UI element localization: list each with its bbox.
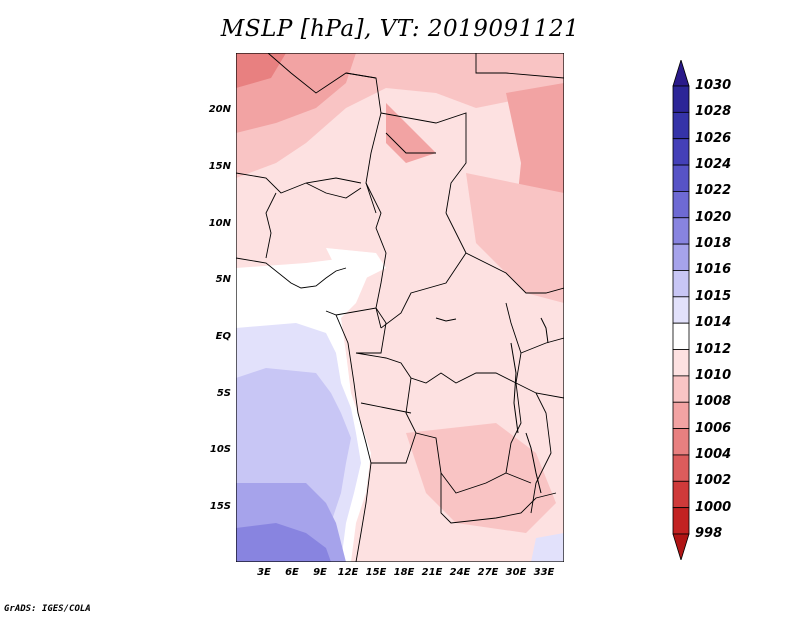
colorbar-segment <box>672 60 690 87</box>
country-borders <box>236 53 564 562</box>
lon-label-12e: 12E <box>337 567 359 578</box>
colorbar-label: 1004 <box>695 446 732 462</box>
lon-label-33e: 33E <box>533 567 555 578</box>
lat-label-5s: 5S <box>216 388 231 399</box>
colorbar-label: 998 <box>695 526 723 541</box>
field-band-1004-nw <box>236 53 286 88</box>
colorbar-segment <box>672 480 690 509</box>
lat-label-15n: 15N <box>208 161 231 172</box>
colorbar-segment <box>672 401 690 429</box>
lon-label-18e: 18E <box>393 567 415 578</box>
field-band-1020 <box>236 523 331 562</box>
field-band-1015-se <box>531 533 564 562</box>
lon-label-15e: 15E <box>365 567 387 578</box>
colorbar-label: 1008 <box>695 394 732 410</box>
colorbar-label: 1016 <box>695 262 732 278</box>
colorbar-segment <box>672 533 690 560</box>
colorbar-segment <box>672 243 690 271</box>
colorbar-segment <box>672 454 690 482</box>
colorbar-segment <box>672 164 690 192</box>
field-band-1014-north <box>326 248 386 278</box>
lat-label-eq: EQ <box>215 331 231 342</box>
colorbar-segment <box>672 138 690 166</box>
colorbar-segment <box>672 270 690 298</box>
colorbar-label: 1014 <box>695 315 732 331</box>
colorbar-label: 1026 <box>695 130 732 146</box>
lat-label-10s: 10S <box>209 444 231 455</box>
colorbar-segment <box>672 191 690 219</box>
colorbar-label: 1024 <box>695 157 732 173</box>
colorbar-segment <box>672 296 690 324</box>
colorbar-segment <box>672 111 690 140</box>
pressure-field-map <box>236 53 564 562</box>
colorbar-label: 1010 <box>695 367 732 383</box>
colorbar-label: 1000 <box>695 499 732 515</box>
colorbar-label: 1028 <box>695 104 732 120</box>
lat-label-5n: 5N <box>215 274 231 285</box>
lon-label-6e: 6E <box>285 567 299 578</box>
colorbar-segment <box>672 428 690 456</box>
lat-label-20n: 20N <box>208 104 231 115</box>
field-band-1008-south <box>406 423 556 533</box>
colorbar-label: 1030 <box>695 78 732 93</box>
colorbar-label: 1015 <box>695 288 732 304</box>
lakes <box>435 317 549 494</box>
colorbar-label: 1002 <box>695 473 732 489</box>
field-band-1006-center <box>386 103 436 163</box>
colorbar-label: 1020 <box>695 209 732 225</box>
lon-label-3e: 3E <box>257 567 271 578</box>
field-band-1008-east <box>466 173 564 303</box>
colorbar-segment <box>672 507 690 535</box>
lon-label-21e: 21E <box>421 567 443 578</box>
lon-label-9e: 9E <box>313 567 327 578</box>
colorbar-label: 1012 <box>695 341 732 357</box>
lon-label-30e: 30E <box>505 567 527 578</box>
lat-label-10n: 10N <box>208 218 231 229</box>
colorbar-segment <box>672 322 690 350</box>
colorbar-label: 1018 <box>695 236 732 252</box>
colorbar-segment <box>672 217 690 245</box>
map-title: MSLP [hPa], VT: 2019091121 <box>220 16 580 42</box>
colorbar-segments <box>672 60 690 560</box>
lat-label-15s: 15S <box>209 501 231 512</box>
colorbar-label: 1022 <box>695 183 732 199</box>
colorbar-segment <box>672 375 690 403</box>
colorbar-segment <box>672 85 690 113</box>
colorbar-label: 1006 <box>695 420 732 436</box>
map-panel <box>236 53 564 562</box>
lon-label-24e: 24E <box>449 567 471 578</box>
colorbar-segment <box>672 349 690 377</box>
colorbar <box>672 60 690 560</box>
footer-credit: GrADS: IGES/COLA <box>4 604 91 614</box>
lon-label-27e: 27E <box>477 567 499 578</box>
